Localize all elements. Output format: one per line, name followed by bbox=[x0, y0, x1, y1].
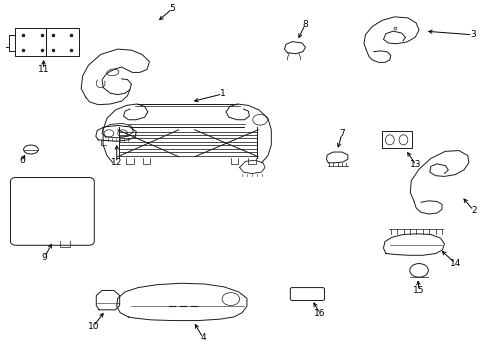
Text: 13: 13 bbox=[409, 161, 421, 170]
Text: 14: 14 bbox=[448, 259, 460, 268]
Text: 4: 4 bbox=[200, 333, 205, 342]
Text: 3: 3 bbox=[469, 30, 475, 39]
Text: 2: 2 bbox=[470, 206, 475, 215]
Text: 12: 12 bbox=[111, 158, 122, 167]
Text: 9: 9 bbox=[41, 253, 47, 262]
Text: 1: 1 bbox=[219, 89, 225, 98]
Text: 11: 11 bbox=[38, 65, 49, 74]
Text: 16: 16 bbox=[314, 309, 325, 318]
Text: 10: 10 bbox=[87, 322, 99, 331]
Text: 5: 5 bbox=[169, 4, 175, 13]
Text: 8: 8 bbox=[302, 19, 308, 28]
Text: 7: 7 bbox=[339, 129, 344, 138]
Text: 15: 15 bbox=[412, 286, 424, 295]
Text: 6: 6 bbox=[20, 156, 25, 165]
